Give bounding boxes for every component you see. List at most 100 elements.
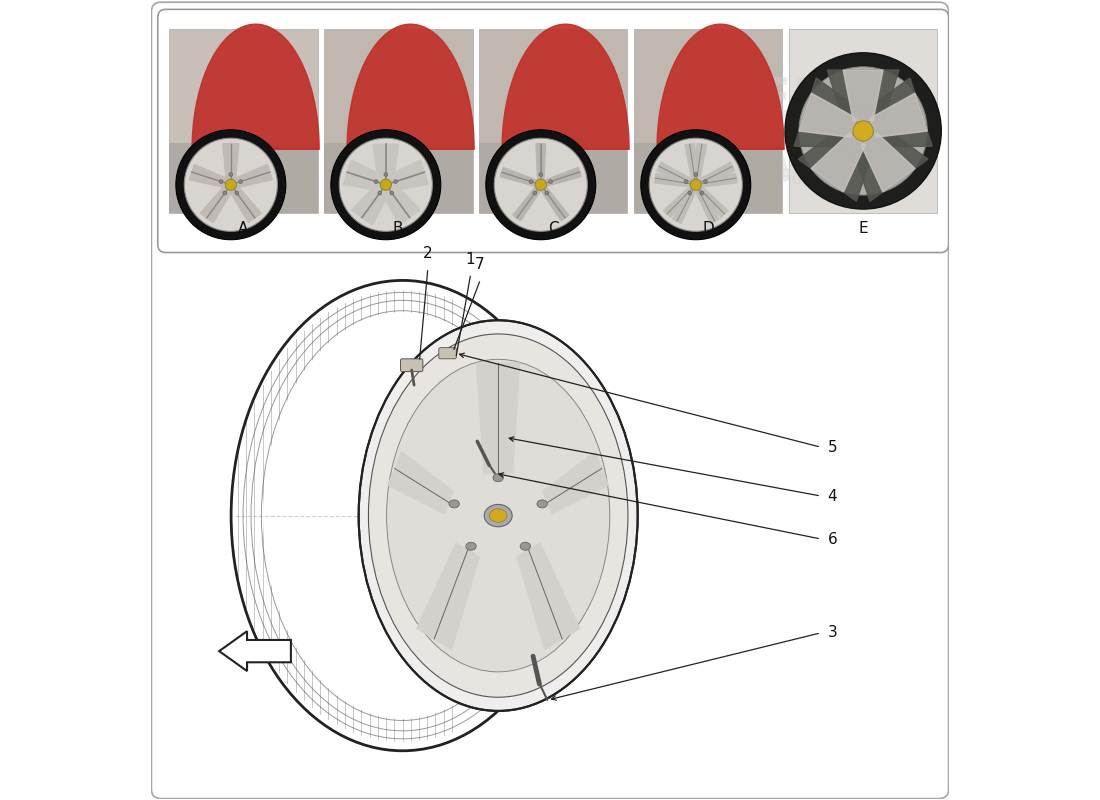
Polygon shape (870, 93, 927, 138)
Text: 7: 7 (474, 258, 484, 273)
Circle shape (539, 173, 542, 176)
Text: 5: 5 (827, 440, 837, 454)
Polygon shape (417, 543, 480, 650)
FancyBboxPatch shape (634, 143, 782, 213)
Circle shape (185, 138, 277, 231)
Circle shape (852, 121, 873, 141)
FancyBboxPatch shape (323, 143, 473, 213)
Polygon shape (701, 174, 737, 187)
Circle shape (700, 191, 704, 195)
FancyBboxPatch shape (478, 143, 627, 213)
Text: EPC
PARTS: EPC PARTS (715, 74, 911, 191)
Ellipse shape (449, 500, 460, 508)
Polygon shape (700, 162, 735, 185)
Polygon shape (794, 78, 859, 146)
Polygon shape (693, 143, 706, 180)
Circle shape (486, 130, 596, 240)
Polygon shape (543, 452, 608, 514)
Circle shape (239, 180, 242, 183)
Polygon shape (200, 186, 231, 222)
Polygon shape (546, 167, 581, 186)
Circle shape (176, 130, 286, 240)
Polygon shape (673, 188, 696, 223)
Circle shape (704, 180, 707, 183)
Circle shape (694, 173, 697, 176)
Polygon shape (799, 93, 857, 138)
Polygon shape (654, 174, 691, 187)
Polygon shape (852, 127, 928, 202)
Polygon shape (827, 70, 899, 121)
FancyBboxPatch shape (323, 30, 473, 213)
Text: 3: 3 (827, 626, 837, 640)
Polygon shape (517, 543, 580, 650)
Polygon shape (811, 134, 866, 192)
FancyBboxPatch shape (169, 143, 318, 213)
Ellipse shape (490, 509, 507, 522)
Circle shape (223, 191, 227, 195)
Polygon shape (695, 188, 719, 223)
Polygon shape (697, 186, 728, 218)
Ellipse shape (386, 359, 609, 672)
Polygon shape (383, 185, 420, 225)
Polygon shape (657, 162, 692, 185)
FancyBboxPatch shape (478, 30, 627, 213)
Polygon shape (685, 143, 698, 180)
Circle shape (532, 191, 537, 195)
Ellipse shape (368, 334, 628, 698)
Polygon shape (230, 186, 262, 222)
Circle shape (226, 179, 236, 190)
FancyBboxPatch shape (152, 2, 948, 798)
Polygon shape (799, 127, 873, 202)
Polygon shape (352, 185, 389, 225)
Polygon shape (388, 160, 428, 190)
Circle shape (381, 179, 392, 190)
Circle shape (494, 138, 587, 231)
Circle shape (394, 180, 397, 183)
Circle shape (544, 191, 549, 195)
Circle shape (529, 180, 532, 183)
FancyBboxPatch shape (400, 359, 422, 371)
Polygon shape (234, 165, 273, 187)
Text: 4: 4 (827, 489, 837, 503)
Circle shape (688, 191, 692, 195)
Text: E: E (858, 221, 868, 236)
Polygon shape (219, 631, 290, 671)
Polygon shape (348, 24, 474, 149)
Circle shape (235, 191, 239, 195)
Text: 1: 1 (465, 252, 475, 267)
Circle shape (384, 173, 387, 176)
Polygon shape (536, 144, 546, 179)
Circle shape (339, 138, 432, 231)
Polygon shape (844, 70, 883, 121)
FancyBboxPatch shape (439, 348, 456, 359)
Polygon shape (500, 167, 537, 186)
Polygon shape (189, 165, 227, 187)
Text: since 1964: since 1964 (715, 154, 815, 192)
Circle shape (378, 191, 382, 195)
Text: C: C (548, 221, 559, 236)
Circle shape (536, 179, 547, 190)
Circle shape (229, 173, 233, 176)
Ellipse shape (484, 505, 513, 526)
Text: 2: 2 (422, 246, 432, 262)
Circle shape (649, 138, 743, 231)
Polygon shape (867, 78, 932, 146)
Polygon shape (192, 24, 319, 149)
Circle shape (641, 130, 750, 240)
Polygon shape (476, 363, 519, 473)
Ellipse shape (520, 542, 530, 550)
Text: A: A (238, 221, 249, 236)
Ellipse shape (493, 474, 504, 482)
Circle shape (690, 179, 702, 190)
Polygon shape (373, 144, 398, 179)
Polygon shape (343, 160, 383, 190)
Ellipse shape (465, 542, 476, 550)
Polygon shape (541, 187, 569, 221)
Ellipse shape (359, 320, 638, 711)
Polygon shape (502, 24, 629, 149)
Circle shape (799, 67, 927, 195)
Polygon shape (223, 144, 239, 179)
Circle shape (549, 180, 552, 183)
FancyBboxPatch shape (634, 30, 782, 213)
Polygon shape (657, 24, 784, 149)
